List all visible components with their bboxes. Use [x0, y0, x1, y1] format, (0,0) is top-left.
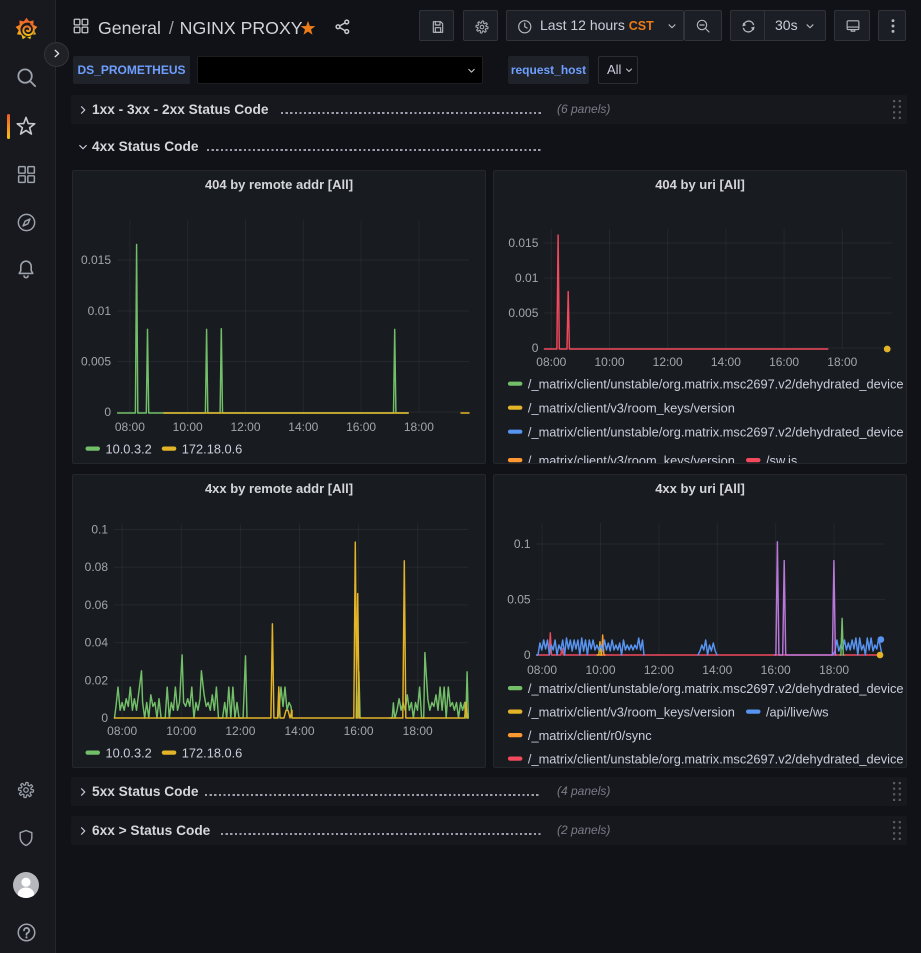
svg-text:0.015: 0.015 — [508, 236, 538, 250]
svg-text:/_matrix/client/unstable/org.m: /_matrix/client/unstable/org.matrix.msc2… — [528, 425, 904, 440]
svg-text:12:00: 12:00 — [230, 420, 260, 434]
svg-text:10:00: 10:00 — [173, 420, 203, 434]
svg-text:/_matrix/client/r0/sync: /_matrix/client/r0/sync — [528, 728, 652, 743]
svg-text:172.18.0.6: 172.18.0.6 — [182, 746, 243, 761]
svg-text:0.005: 0.005 — [81, 355, 111, 369]
svg-text:0.005: 0.005 — [508, 306, 538, 320]
svg-text:172.18.0.6: 172.18.0.6 — [182, 442, 243, 457]
svg-text:0.01: 0.01 — [515, 271, 539, 285]
svg-text:12:00: 12:00 — [653, 355, 683, 369]
svg-text:18:00: 18:00 — [819, 663, 849, 677]
svg-text:14:00: 14:00 — [702, 663, 732, 677]
svg-text:/_matrix/client/v3/room_keys/v: /_matrix/client/v3/room_keys/version — [528, 401, 735, 416]
svg-text:/_matrix/client/unstable/org.m: /_matrix/client/unstable/org.matrix.msc2… — [528, 377, 904, 392]
svg-text:12:00: 12:00 — [644, 663, 674, 677]
svg-text:14:00: 14:00 — [711, 355, 741, 369]
svg-text:0: 0 — [524, 648, 531, 662]
svg-text:0.05: 0.05 — [507, 593, 531, 607]
svg-text:08:00: 08:00 — [107, 724, 137, 738]
svg-text:/_matrix/client/unstable/org.m: /_matrix/client/unstable/org.matrix.msc2… — [528, 752, 904, 767]
svg-text:18:00: 18:00 — [404, 420, 434, 434]
svg-text:16:00: 16:00 — [344, 724, 374, 738]
svg-text:08:00: 08:00 — [527, 663, 557, 677]
svg-text:16:00: 16:00 — [346, 420, 376, 434]
svg-text:0.1: 0.1 — [91, 523, 108, 537]
svg-text:/_matrix/client/v3/room_keys/v: /_matrix/client/v3/room_keys/version — [528, 453, 735, 464]
svg-text:0: 0 — [104, 405, 111, 419]
svg-text:0.015: 0.015 — [81, 253, 111, 267]
svg-text:16:00: 16:00 — [769, 355, 799, 369]
svg-text:10:00: 10:00 — [585, 663, 615, 677]
svg-text:10:00: 10:00 — [594, 355, 624, 369]
svg-text:08:00: 08:00 — [536, 355, 566, 369]
svg-text:0.08: 0.08 — [85, 560, 109, 574]
svg-text:/api/live/ws: /api/live/ws — [766, 705, 829, 720]
svg-text:/_matrix/client/unstable/org.m: /_matrix/client/unstable/org.matrix.msc2… — [528, 681, 904, 696]
svg-text:0.01: 0.01 — [88, 304, 112, 318]
svg-text:08:00: 08:00 — [115, 420, 145, 434]
svg-text:10:00: 10:00 — [166, 724, 196, 738]
svg-text:0.04: 0.04 — [85, 636, 109, 650]
svg-text:18:00: 18:00 — [403, 724, 433, 738]
svg-text:14:00: 14:00 — [288, 420, 318, 434]
svg-text:16:00: 16:00 — [761, 663, 791, 677]
svg-text:0.06: 0.06 — [85, 598, 109, 612]
svg-text:14:00: 14:00 — [284, 724, 314, 738]
svg-text:0.1: 0.1 — [514, 537, 531, 551]
svg-text:/sw.js: /sw.js — [766, 453, 797, 464]
svg-text:/_matrix/client/v3/room_keys/v: /_matrix/client/v3/room_keys/version — [528, 705, 735, 720]
svg-text:10.0.3.2: 10.0.3.2 — [106, 746, 152, 761]
svg-text:18:00: 18:00 — [827, 355, 857, 369]
svg-text:10.0.3.2: 10.0.3.2 — [106, 442, 152, 457]
svg-text:0: 0 — [532, 341, 539, 355]
svg-text:0.02: 0.02 — [85, 673, 109, 687]
svg-text:0: 0 — [101, 711, 108, 725]
svg-text:12:00: 12:00 — [225, 724, 255, 738]
